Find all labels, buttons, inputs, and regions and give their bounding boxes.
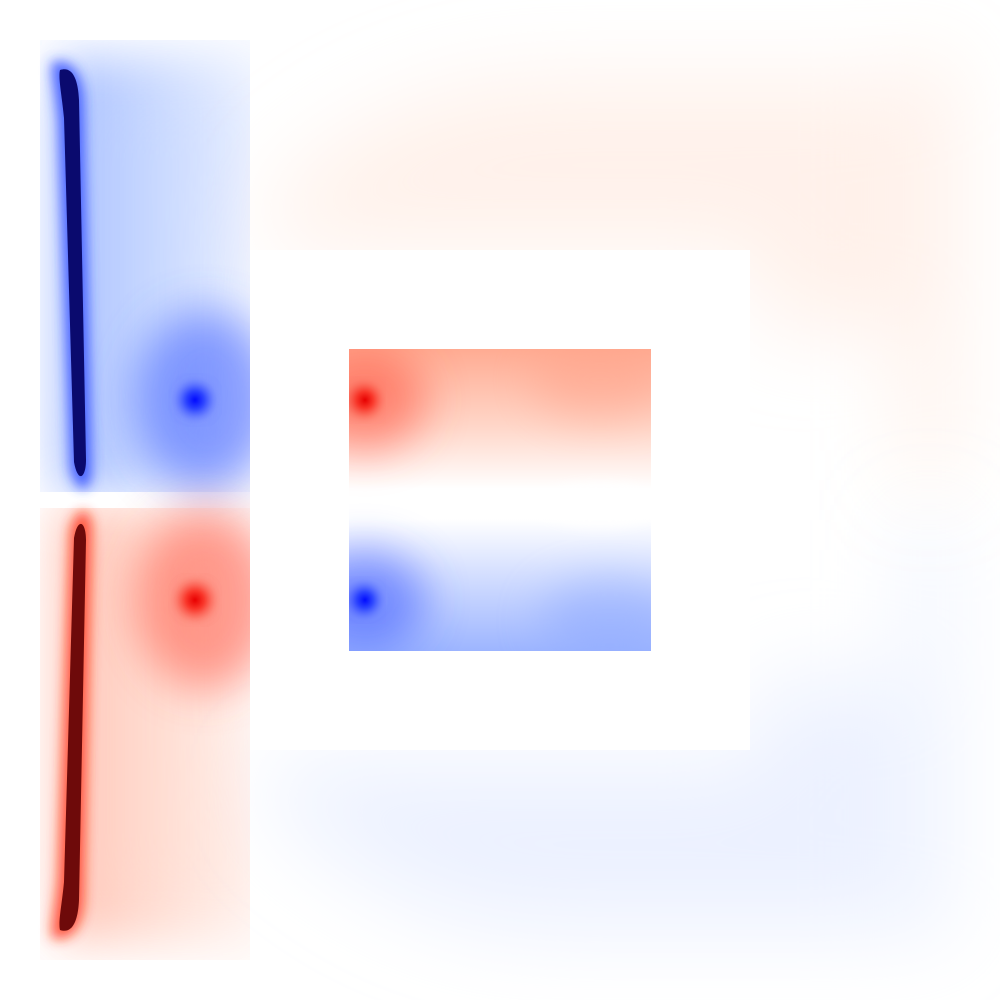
upper-right-field	[270, 60, 943, 480]
inner-field	[349, 349, 651, 651]
lower-right-field	[270, 520, 943, 940]
lower-left-field	[51, 508, 275, 940]
upper-left-field	[51, 60, 275, 492]
